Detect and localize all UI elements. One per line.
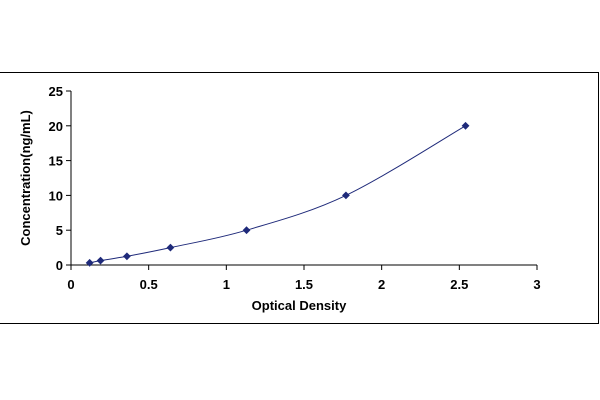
chart-frame bbox=[0, 72, 599, 324]
x-tick-label: 2.5 bbox=[450, 277, 468, 292]
y-tick-label: 0 bbox=[56, 258, 63, 273]
data-point bbox=[123, 252, 131, 261]
x-tick-label: 0 bbox=[67, 277, 74, 292]
y-tick-label: 5 bbox=[56, 223, 63, 238]
x-tick-label: 2 bbox=[378, 277, 385, 292]
y-axis-title: Concentration(ng/mL) bbox=[18, 110, 33, 246]
data-point bbox=[461, 121, 470, 130]
fit-curve bbox=[89, 125, 466, 264]
x-tick-label: 1 bbox=[223, 277, 230, 292]
y-tick-label: 20 bbox=[49, 119, 63, 134]
data-point bbox=[96, 256, 105, 265]
x-tick-label: 3 bbox=[533, 277, 540, 292]
axes bbox=[70, 91, 537, 266]
y-ticks: 0 5 10 15 20 25 bbox=[49, 84, 71, 273]
x-tick-label: 1.5 bbox=[295, 277, 313, 292]
data-point bbox=[166, 243, 175, 252]
x-axis-title: Optical Density bbox=[252, 298, 347, 313]
data-point bbox=[242, 226, 251, 235]
x-ticks: 0 0.5 1 1.5 2 2.5 3 bbox=[67, 265, 541, 292]
data-point bbox=[85, 258, 94, 267]
y-tick-label: 10 bbox=[49, 188, 63, 203]
x-tick-label: 0.5 bbox=[140, 277, 158, 292]
y-tick-label: 25 bbox=[49, 84, 63, 99]
data-points bbox=[85, 121, 470, 267]
y-tick-label: 15 bbox=[49, 154, 63, 169]
data-point bbox=[342, 191, 350, 200]
